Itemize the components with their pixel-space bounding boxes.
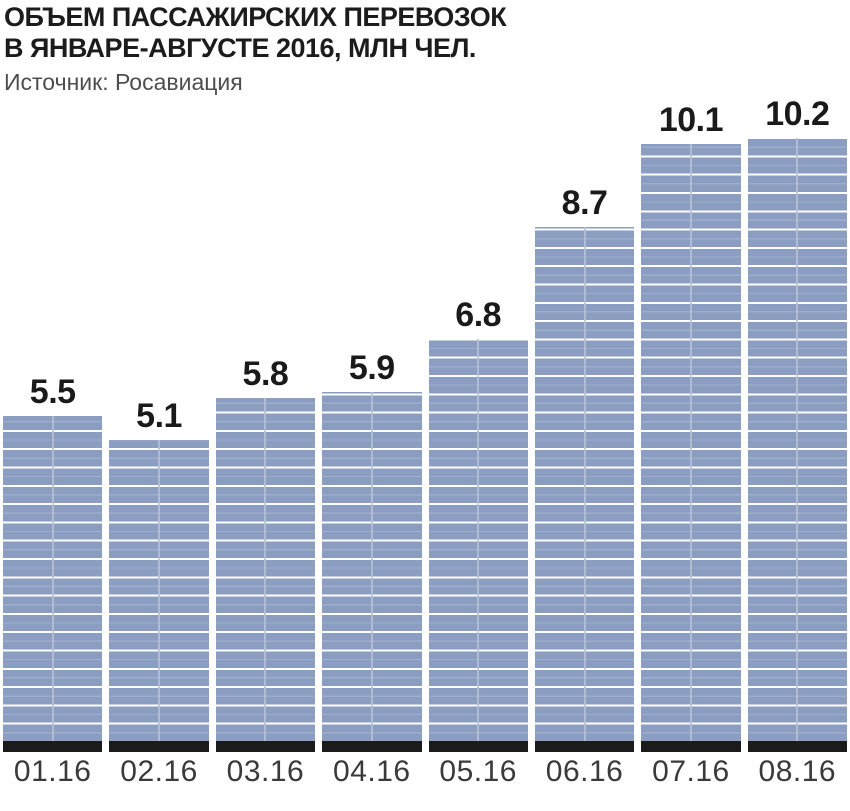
x-axis-label: 02.16 [120, 755, 198, 788]
x-axis-label: 08.16 [758, 755, 837, 788]
bar-column: 6.8 05.16 [428, 296, 528, 789]
bar-chart: 5.5 01.16 5.1 02.16 5.8 03.16 5.9 04.16 6.8 05.16… [0, 95, 850, 789]
bar-value-label: 5.1 [136, 396, 182, 435]
bar-value-label: 5.9 [348, 349, 395, 388]
bar-base-strip [109, 741, 209, 752]
bar [322, 392, 422, 741]
x-axis-label: 05.16 [439, 755, 517, 788]
bar [534, 226, 635, 742]
bar-base-strip [215, 741, 316, 752]
bar-base-strip [428, 741, 528, 752]
bar-base-strip [641, 741, 741, 752]
bar-value-label: 10.2 [765, 95, 830, 133]
bar-column: 8.7 06.16 [534, 183, 635, 789]
bar [428, 339, 528, 741]
x-axis-label: 03.16 [226, 755, 305, 788]
bar [747, 138, 847, 741]
x-axis-label: 04.16 [333, 755, 411, 788]
bar [109, 439, 209, 741]
chart-header: ОБЪЕМ ПАССАЖИРСКИХ ПЕРЕВОЗОК В ЯНВАРЕ-АВ… [0, 0, 850, 95]
chart-title: ОБЪЕМ ПАССАЖИРСКИХ ПЕРЕВОЗОК В ЯНВАРЕ-АВ… [4, 2, 850, 64]
bar-value-label: 5.8 [242, 355, 289, 394]
bar-value-label: 6.8 [455, 296, 502, 334]
bar-column: 10.2 08.16 [747, 95, 847, 789]
bar-column: 5.9 04.16 [322, 349, 422, 789]
bar-base-strip [747, 741, 847, 752]
chart-title-line-2: В ЯНВАРЕ-АВГУСТЕ 2016, МЛН ЧЕЛ. [4, 33, 476, 63]
bar-value-label: 10.1 [658, 100, 724, 139]
bar-base-strip [534, 741, 635, 752]
source-label: Источник: Росавиация [4, 69, 243, 95]
bar-column: 5.8 03.16 [215, 355, 316, 789]
bar-value-label: 8.7 [561, 183, 608, 222]
bar-base-strip [322, 741, 422, 752]
bar [3, 415, 103, 742]
x-axis-label: 07.16 [652, 755, 730, 788]
bar-column: 5.1 02.16 [109, 396, 209, 790]
bar [215, 398, 316, 741]
bar-base-strip [3, 741, 103, 752]
bar-column: 5.5 01.16 [3, 372, 103, 789]
chart-title-line-1: ОБЪЕМ ПАССАЖИРСКИХ ПЕРЕВОЗОК [4, 2, 507, 32]
bar-value-label: 5.5 [29, 372, 76, 411]
x-axis-label: 06.16 [545, 755, 624, 788]
x-axis-label: 01.16 [13, 755, 92, 788]
bar [641, 143, 741, 742]
bar-column: 10.1 07.16 [641, 100, 741, 789]
